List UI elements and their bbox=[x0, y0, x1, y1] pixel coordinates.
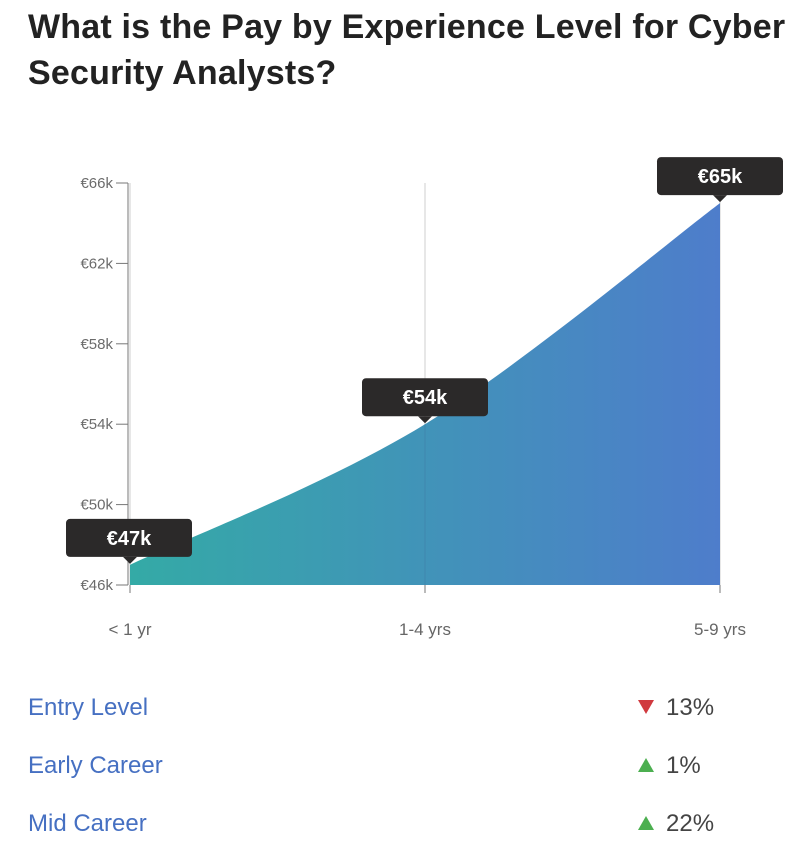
x-tick-label: 5-9 yrs bbox=[694, 620, 746, 639]
arrow-up-icon bbox=[638, 815, 654, 830]
callout-pointer bbox=[123, 556, 137, 564]
change-value: 22% bbox=[666, 810, 715, 837]
y-tick-label: €50k bbox=[80, 497, 113, 514]
callout-box bbox=[362, 378, 488, 417]
data-label: €54k bbox=[403, 387, 448, 409]
area-series bbox=[130, 203, 720, 585]
legend-label-mid-career[interactable]: Mid Career bbox=[28, 810, 147, 837]
x-tick-label: 1-4 yrs bbox=[399, 620, 451, 639]
experience-legend: Entry Level 13% Early Career 1% Mid Care… bbox=[28, 686, 728, 860]
x-tick-label: < 1 yr bbox=[109, 620, 152, 639]
data-label: €47k bbox=[107, 528, 152, 550]
arrow-down-icon bbox=[638, 699, 654, 714]
legend-change-early-career: 1% bbox=[638, 752, 701, 780]
change-value: 13% bbox=[666, 694, 715, 721]
arrow-up-icon bbox=[638, 757, 654, 772]
legend-label-early-career[interactable]: Early Career bbox=[28, 752, 163, 779]
callout-box bbox=[657, 157, 783, 196]
legend-change-entry-level: 13% bbox=[638, 694, 714, 722]
callout-pointer bbox=[418, 416, 432, 424]
experience-pay-chart: €46k €50k €54k €58k €62k €66k < 1 yr 1-4 yrs 5-… bbox=[66, 157, 783, 639]
legend-row-mid-career: Mid Career 22% bbox=[28, 802, 728, 860]
value-callout: €47k bbox=[66, 518, 192, 564]
y-tick-label: €54k bbox=[80, 416, 113, 433]
legend-change-mid-career: 22% bbox=[638, 810, 714, 838]
x-axis: < 1 yr 1-4 yrs 5-9 yrs bbox=[109, 585, 746, 639]
y-axis: €46k €50k €54k €58k €62k €66k bbox=[80, 175, 129, 594]
value-callouts: €47k €54k €65k bbox=[66, 157, 783, 564]
legend-row-early-career: Early Career 1% bbox=[28, 744, 728, 802]
legend-row-entry-level: Entry Level 13% bbox=[28, 686, 728, 744]
change-value: 1% bbox=[666, 752, 701, 779]
y-tick-label: €46k bbox=[80, 577, 113, 594]
value-callout: €65k bbox=[657, 157, 783, 203]
value-callout: €54k bbox=[362, 378, 488, 424]
y-tick-label: €62k bbox=[80, 255, 113, 272]
y-tick-label: €66k bbox=[80, 175, 113, 192]
legend-label-entry-level[interactable]: Entry Level bbox=[28, 694, 149, 721]
callout-pointer bbox=[713, 195, 727, 203]
page-title: What is the Pay by Experience Level for … bbox=[28, 8, 786, 92]
y-tick-label: €58k bbox=[80, 336, 113, 353]
data-label: €65k bbox=[698, 166, 743, 188]
area-fill bbox=[130, 203, 720, 585]
callout-box bbox=[66, 518, 192, 557]
